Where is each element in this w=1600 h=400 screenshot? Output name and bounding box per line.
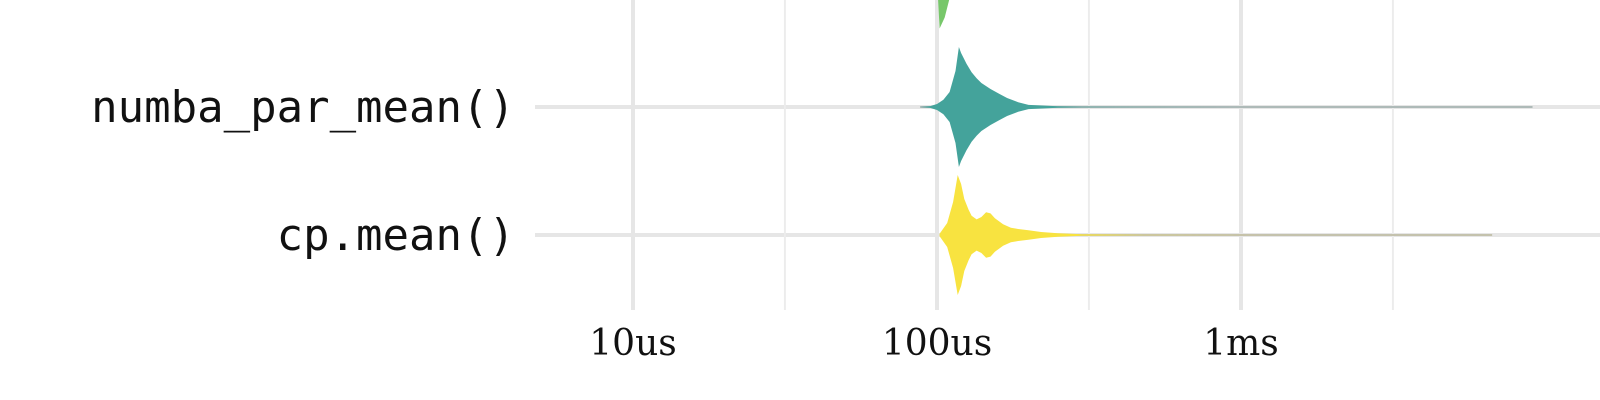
violin-cp-mean [939, 175, 1493, 295]
category-label: numba_par_mean() [91, 82, 515, 133]
gridlines [535, 0, 1600, 310]
x-axis-tick-labels: 10us 100us 1ms [589, 323, 1278, 364]
violins [920, 0, 1533, 295]
x-tick-label: 10us [589, 323, 676, 364]
category-labels: numba_par_mean() cp.mean() [91, 82, 515, 261]
category-label: cp.mean() [277, 210, 515, 261]
violin-numba-par-mean [920, 47, 1533, 167]
x-tick-label: 100us [882, 323, 992, 364]
violin-partial-top [938, 0, 950, 29]
x-tick-label: 1ms [1203, 323, 1279, 364]
